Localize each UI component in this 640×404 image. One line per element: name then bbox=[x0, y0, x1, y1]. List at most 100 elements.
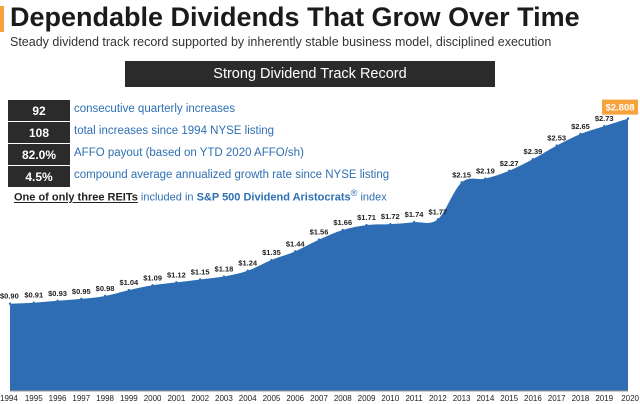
data-label: $2.19 bbox=[476, 167, 495, 176]
data-point bbox=[175, 281, 178, 284]
x-tick-label: 2014 bbox=[476, 394, 494, 403]
data-label: $2.27 bbox=[500, 159, 519, 168]
data-label: $1.44 bbox=[286, 239, 306, 248]
data-point bbox=[246, 269, 249, 272]
data-label: $0.98 bbox=[96, 284, 115, 293]
data-point bbox=[555, 144, 558, 147]
data-label: $2.15 bbox=[452, 170, 471, 179]
x-tick-label: 2008 bbox=[334, 394, 352, 403]
data-point bbox=[389, 222, 392, 226]
x-tick-label: 2007 bbox=[310, 394, 328, 403]
data-point bbox=[80, 297, 83, 301]
data-label: $1.09 bbox=[143, 273, 162, 282]
data-label: $0.90 bbox=[0, 292, 19, 301]
data-point bbox=[603, 124, 606, 128]
data-point bbox=[151, 284, 154, 287]
x-tick-label: 2016 bbox=[524, 394, 542, 403]
x-tick-label: 1999 bbox=[120, 394, 138, 403]
track-record-banner: Strong Dividend Track Record bbox=[125, 61, 495, 87]
title-accent-bar bbox=[0, 6, 4, 32]
data-point bbox=[127, 288, 131, 292]
data-point bbox=[436, 218, 440, 221]
x-tick-label: 2015 bbox=[500, 394, 518, 403]
data-point bbox=[222, 275, 226, 278]
page-subtitle: Steady dividend track record supported b… bbox=[10, 35, 552, 49]
data-label: $1.66 bbox=[333, 218, 352, 227]
data-label: $0.93 bbox=[48, 289, 67, 298]
data-label: $1.12 bbox=[167, 270, 186, 279]
data-point bbox=[460, 181, 463, 184]
x-tick-label: 2002 bbox=[191, 394, 209, 403]
x-tick-label: 2012 bbox=[429, 394, 447, 403]
data-label: $1.24 bbox=[238, 259, 258, 268]
stat-value: 108 bbox=[8, 122, 70, 143]
data-point bbox=[56, 299, 59, 302]
note-aristocrats: S&P 500 Dividend Aristocrats bbox=[196, 191, 351, 204]
x-tick-label: 2020 bbox=[621, 394, 639, 403]
x-tick-label: 2004 bbox=[239, 394, 257, 403]
data-label: $1.56 bbox=[310, 228, 329, 237]
note-reits: One of only three REITs bbox=[14, 191, 138, 204]
data-point bbox=[365, 223, 368, 227]
data-label: $1.71 bbox=[357, 213, 376, 222]
data-point bbox=[412, 221, 416, 224]
x-tick-label: 2001 bbox=[167, 394, 185, 403]
data-label: $0.91 bbox=[24, 291, 43, 300]
stat-value: 4.5% bbox=[8, 166, 70, 187]
data-point bbox=[341, 228, 344, 232]
aristocrats-note: One of only three REITs included in S&P … bbox=[14, 188, 387, 204]
data-label: $1.74 bbox=[405, 210, 425, 219]
x-tick-label: 1995 bbox=[25, 394, 43, 403]
highlight-label-box bbox=[602, 99, 638, 115]
x-tick-label: 2000 bbox=[144, 394, 162, 403]
stat-value: 82.0% bbox=[8, 144, 70, 165]
x-tick-label: 2019 bbox=[595, 394, 613, 403]
data-point bbox=[32, 301, 35, 304]
data-label: $2.53 bbox=[547, 134, 566, 143]
dividend-area bbox=[10, 118, 628, 392]
stat-description: consecutive quarterly increases bbox=[74, 103, 236, 115]
data-point bbox=[507, 169, 511, 173]
data-label: $0.95 bbox=[72, 287, 91, 296]
data-point bbox=[294, 250, 297, 253]
data-label: $1.77 bbox=[428, 207, 447, 216]
data-label: $2.65 bbox=[571, 122, 590, 131]
x-tick-label: 2013 bbox=[453, 394, 471, 403]
data-label: $1.15 bbox=[191, 267, 210, 276]
note-included: included in bbox=[137, 191, 197, 204]
data-point bbox=[531, 157, 535, 161]
note-index: index bbox=[357, 191, 387, 204]
stat-description: AFFO payout (based on YTD 2020 AFFO/sh) bbox=[74, 147, 304, 159]
x-tick-label: 2010 bbox=[381, 394, 399, 403]
page-title: Dependable Dividends That Grow Over Time bbox=[10, 2, 580, 32]
data-label: $1.04 bbox=[119, 278, 139, 287]
data-label: $1.18 bbox=[215, 265, 234, 274]
x-tick-label: 2018 bbox=[572, 394, 590, 403]
data-label: $1.72 bbox=[381, 212, 400, 221]
note-registered-mark: ® bbox=[350, 188, 358, 198]
data-label: $1.35 bbox=[262, 248, 281, 257]
data-point bbox=[317, 238, 321, 241]
data-point bbox=[484, 177, 487, 180]
data-label: $2.808 bbox=[605, 103, 634, 114]
x-tick-label: 1997 bbox=[72, 394, 90, 403]
x-tick-label: 2006 bbox=[286, 394, 304, 403]
stat-value: 92 bbox=[8, 100, 70, 121]
x-tick-label: 2003 bbox=[215, 394, 233, 403]
data-label: $2.73 bbox=[595, 114, 614, 123]
stat-description: total increases since 1994 NYSE listing bbox=[74, 125, 275, 137]
stat-description: compound average annualized growth rate … bbox=[74, 169, 390, 181]
x-tick-label: 1996 bbox=[49, 394, 67, 403]
x-tick-label: 2009 bbox=[358, 394, 376, 403]
x-tick-label: 2011 bbox=[405, 394, 423, 403]
x-tick-label: 2005 bbox=[263, 394, 281, 403]
data-point bbox=[198, 278, 202, 281]
x-tick-label: 2017 bbox=[548, 394, 566, 403]
data-point bbox=[8, 302, 12, 305]
x-tick-label: 1998 bbox=[96, 394, 114, 403]
data-point bbox=[270, 258, 273, 262]
data-point bbox=[103, 294, 107, 298]
data-point bbox=[626, 117, 630, 120]
data-label: $2.39 bbox=[524, 147, 543, 156]
